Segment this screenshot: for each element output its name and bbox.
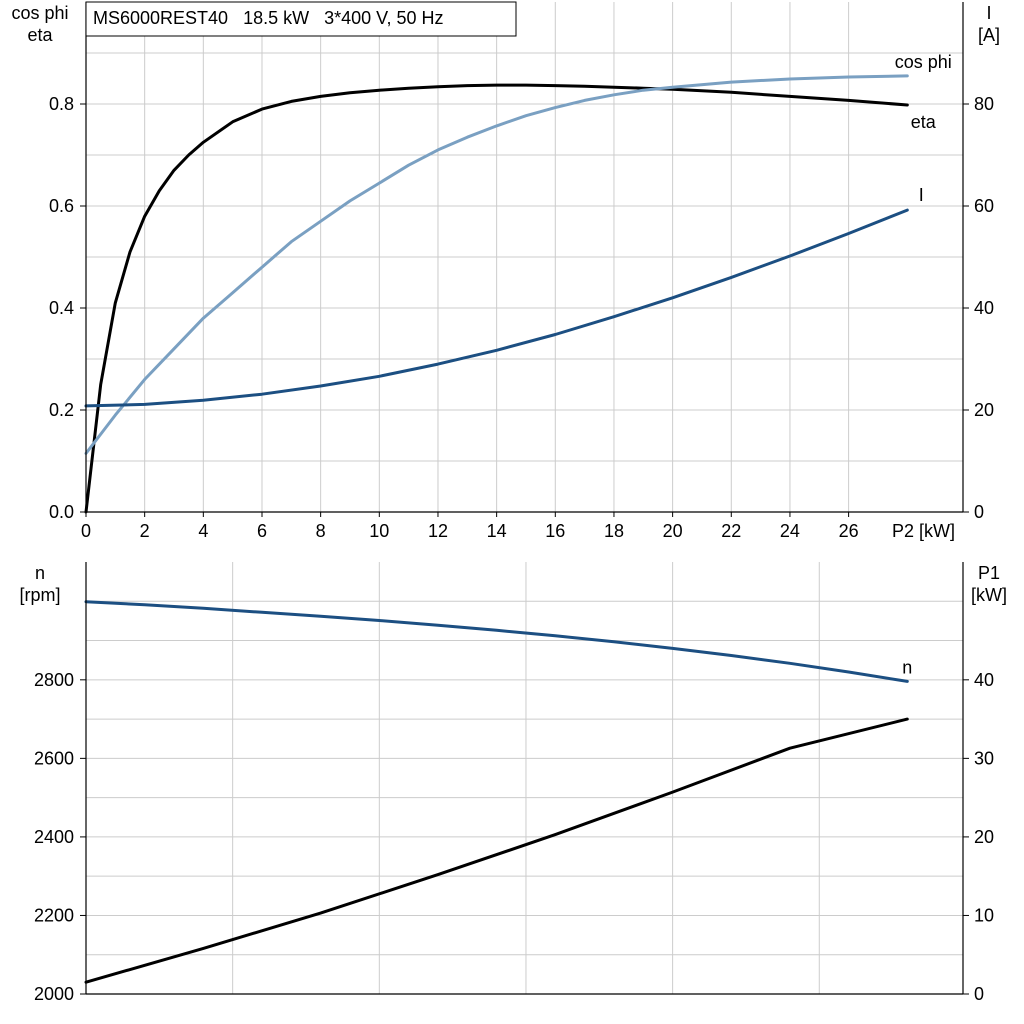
x-tick-label: 8 <box>316 521 326 541</box>
right-tick-label: 20 <box>974 827 994 847</box>
x-tick-label: 26 <box>839 521 859 541</box>
title-box <box>85 1 517 37</box>
right-tick-label: 20 <box>974 400 994 420</box>
left-tick-label: 0.0 <box>49 502 74 522</box>
series-label-eta: eta <box>911 112 937 132</box>
x-tick-label: 12 <box>428 521 448 541</box>
right-tick-label: 40 <box>974 670 994 690</box>
right-tick-label: 60 <box>974 196 994 216</box>
chart-title: MS6000REST40 18.5 kW 3*400 V, 50 Hz <box>93 8 444 28</box>
curve-i <box>84 208 909 408</box>
x-tick-label: 16 <box>545 521 565 541</box>
left-axis-label: [rpm] <box>19 585 60 605</box>
right-tick-label: 0 <box>974 984 984 1004</box>
series-label-i: I <box>919 185 924 205</box>
left-axis-label: n <box>35 563 45 583</box>
left-tick-label: 0.8 <box>49 94 74 114</box>
right-axis-label: P1 <box>978 563 1000 583</box>
right-tick-label: 80 <box>974 94 994 114</box>
left-tick-label: 2800 <box>34 670 74 690</box>
left-tick-label: 2400 <box>34 827 74 847</box>
x-tick-label: 2 <box>140 521 150 541</box>
left-tick-label: 2200 <box>34 905 74 925</box>
series-label-cos-phi: cos phi <box>895 52 952 72</box>
curve-cos-phi <box>84 74 909 455</box>
x-tick-label: 22 <box>721 521 741 541</box>
x-tick-label: 18 <box>604 521 624 541</box>
x-tick-label: 10 <box>369 521 389 541</box>
right-tick-label: 10 <box>974 905 994 925</box>
left-axis-label: eta <box>27 25 53 45</box>
speed-power-panel: 20002200240026002800010203040n[rpm]P1[kW… <box>19 562 1007 1004</box>
x-tick-label: 24 <box>780 521 800 541</box>
right-tick-label: 0 <box>974 502 984 522</box>
left-tick-label: 0.4 <box>49 298 74 318</box>
x-tick-label: 0 <box>81 521 91 541</box>
right-axis-label: I <box>986 3 991 23</box>
x-tick-label: 14 <box>487 521 507 541</box>
x-tick-label: 6 <box>257 521 267 541</box>
right-axis-label: [kW] <box>971 585 1007 605</box>
x-axis-label: P2 [kW] <box>892 521 955 541</box>
curve-p1 <box>84 717 909 984</box>
left-axis-label: cos phi <box>11 3 68 23</box>
x-tick-label: 20 <box>663 521 683 541</box>
x-tick-label: 4 <box>198 521 208 541</box>
right-axis-label: [A] <box>978 25 1000 45</box>
left-tick-label: 0.6 <box>49 196 74 216</box>
left-tick-label: 2000 <box>34 984 74 1004</box>
right-tick-label: 30 <box>974 748 994 768</box>
series-label-n: n <box>902 657 912 677</box>
right-tick-label: 40 <box>974 298 994 318</box>
left-tick-label: 2600 <box>34 748 74 768</box>
left-tick-label: 0.2 <box>49 400 74 420</box>
curve-n <box>84 600 909 683</box>
